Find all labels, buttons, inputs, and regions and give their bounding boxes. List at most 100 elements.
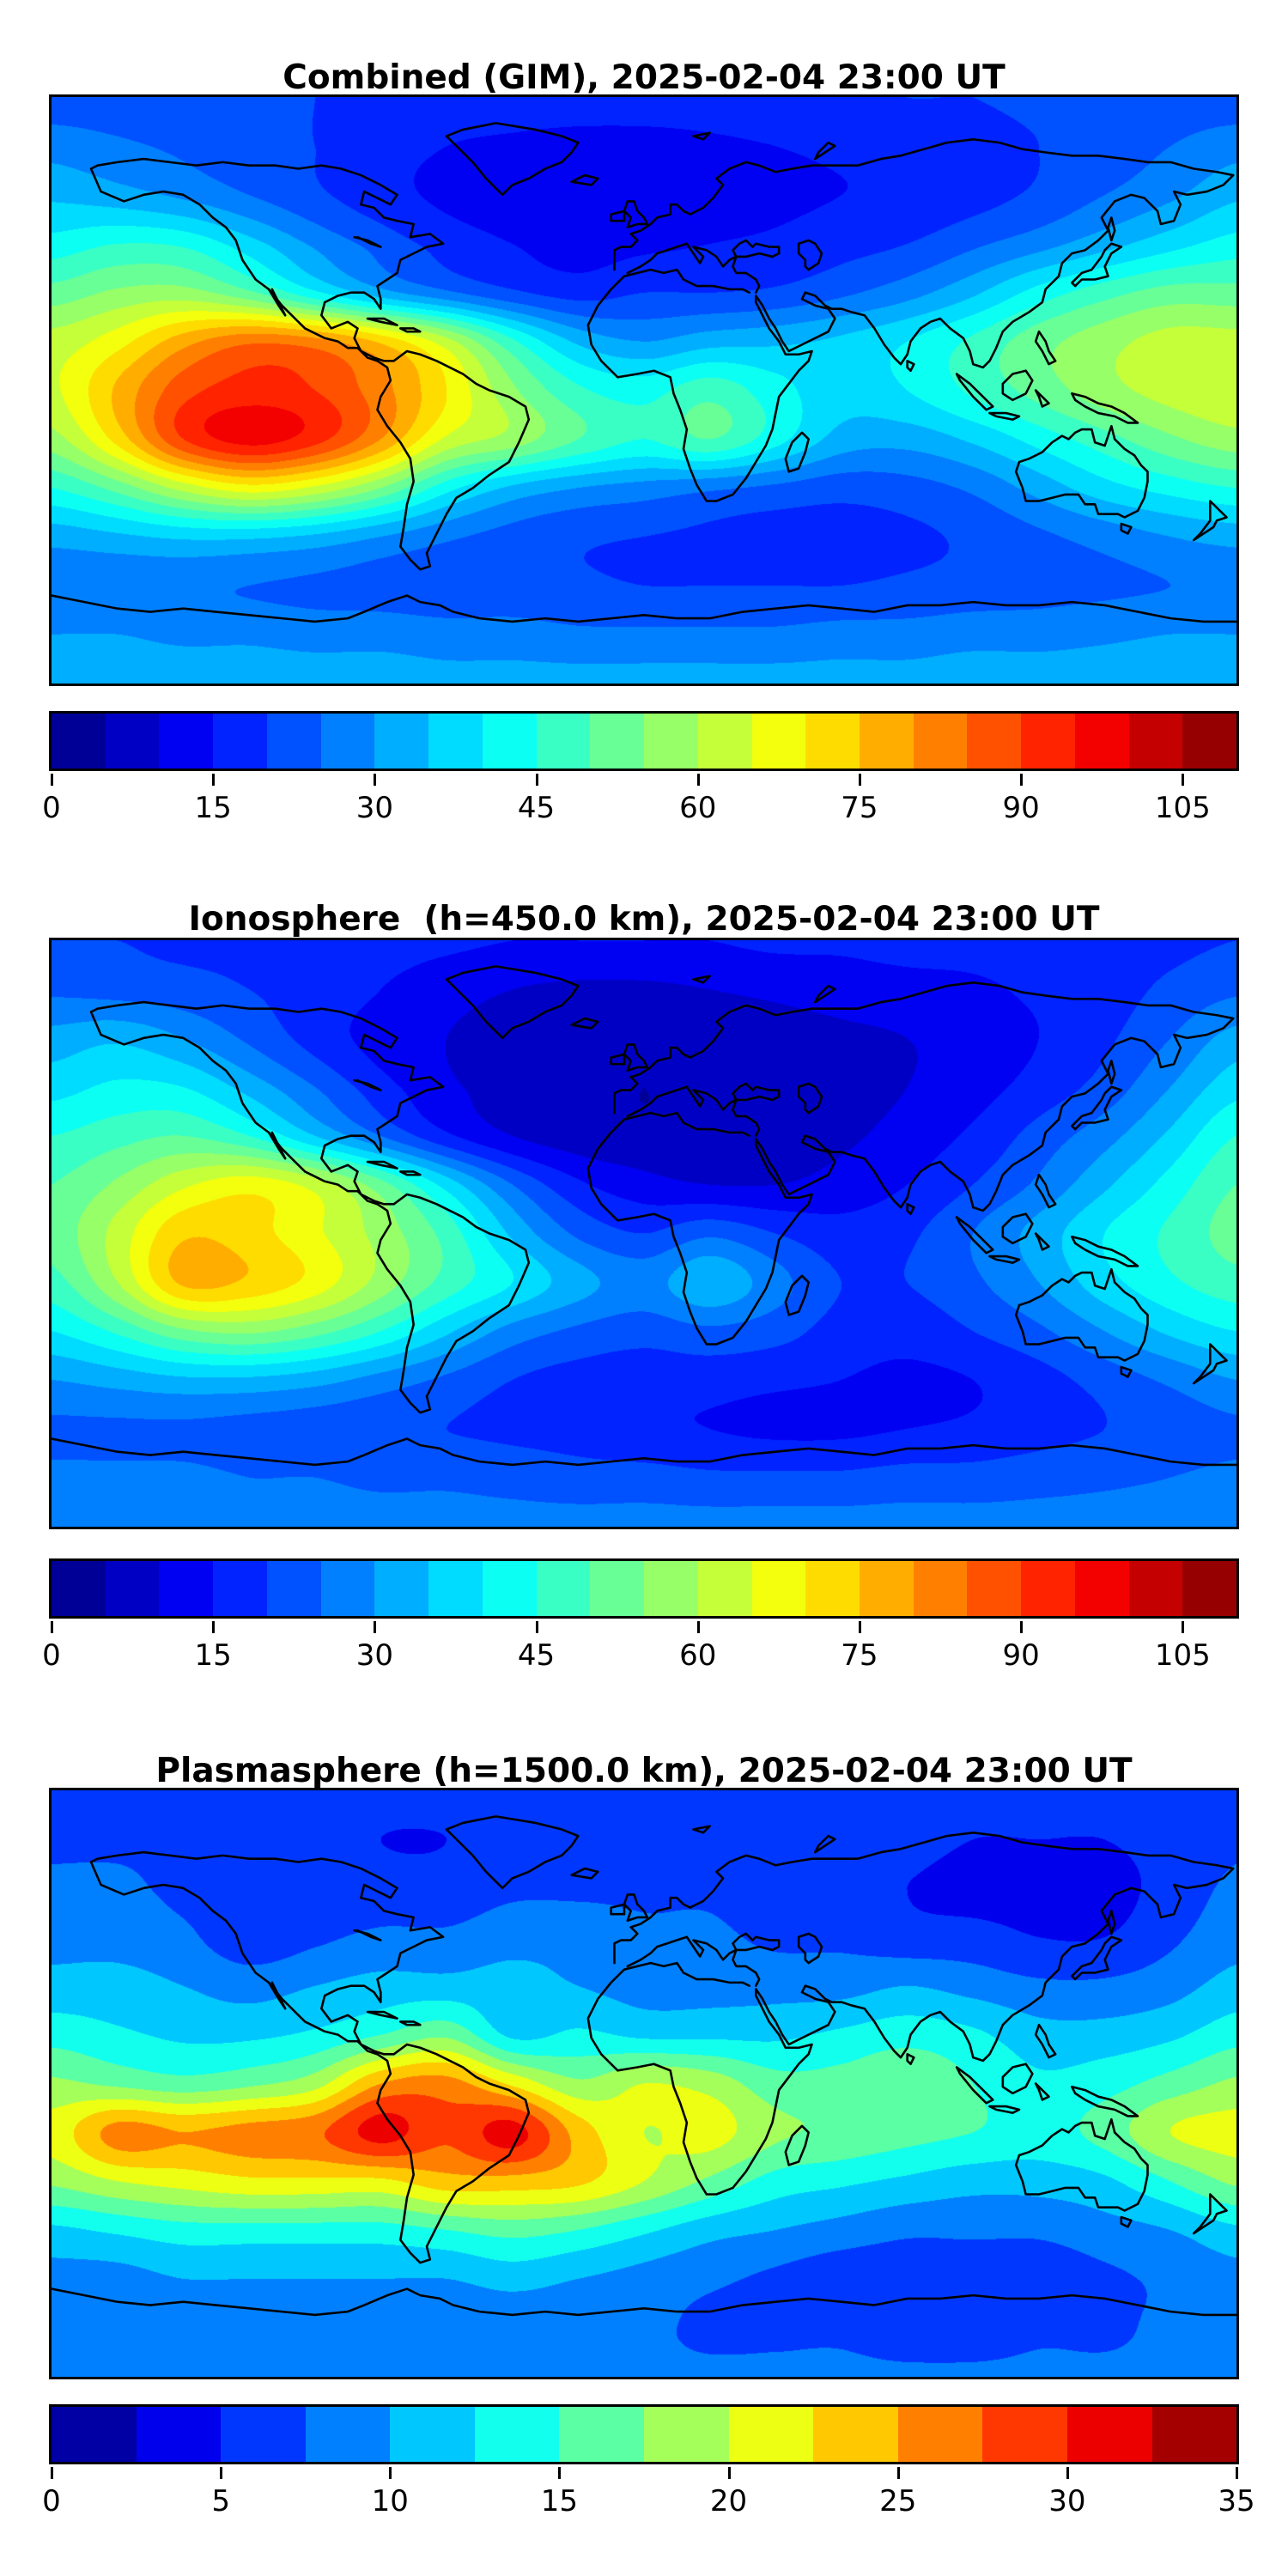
colorbar-tick-mark <box>1236 2467 1238 2479</box>
colorbar-segment <box>805 714 860 769</box>
panel2-map <box>49 938 1239 1529</box>
colorbar-tick-label: 30 <box>355 1638 393 1673</box>
colorbar-segment <box>1128 714 1183 769</box>
colorbar-segment <box>428 714 483 769</box>
colorbar-tick-mark <box>1066 2467 1069 2479</box>
colorbar-segment <box>751 1561 806 1616</box>
colorbar-segment <box>536 714 591 769</box>
colorbar-segment <box>482 1561 537 1616</box>
colorbar-tick-label: 75 <box>841 1638 878 1673</box>
colorbar-tick-label: 60 <box>679 791 717 825</box>
colorbar-segment <box>644 1561 698 1616</box>
colorbar-tick-label: 75 <box>841 791 878 825</box>
panel3-title: Plasmasphere (h=1500.0 km), 2025-02-04 2… <box>155 1752 1133 1791</box>
colorbar-segment <box>860 1561 914 1616</box>
colorbar-segment <box>1021 714 1075 769</box>
panel1-colorbar-ticks: 0 15 30 45 60 75 90 105 <box>42 774 1236 834</box>
colorbar-segment <box>1151 2407 1237 2462</box>
colorbar-segment <box>860 714 914 769</box>
colorbar-segment <box>105 714 160 769</box>
colorbar-tick-mark <box>558 2467 562 2479</box>
colorbar-segment <box>52 1561 106 1616</box>
colorbar-segment <box>728 2407 814 2462</box>
colorbar-tick-mark <box>896 2467 900 2479</box>
panel2-heatmap-canvas <box>52 940 1236 1527</box>
colorbar-tick-mark <box>1020 1621 1024 1633</box>
colorbar-segment <box>590 714 645 769</box>
colorbar-segment <box>813 2407 898 2462</box>
colorbar-segment <box>266 714 321 769</box>
colorbar-tick-mark <box>535 774 538 786</box>
colorbar-segment <box>1021 1561 1075 1616</box>
panel1-map <box>49 94 1239 686</box>
colorbar-tick-label: 0 <box>42 791 61 825</box>
colorbar-tick-mark <box>220 2467 223 2479</box>
panel2-coastlines <box>52 940 1236 1527</box>
colorbar-segment <box>428 1561 483 1616</box>
colorbar-segment <box>374 1561 429 1616</box>
colorbar-segment <box>697 714 752 769</box>
colorbar-tick-mark <box>696 1621 700 1633</box>
colorbar-tick-label: 30 <box>355 791 393 825</box>
colorbar-tick-label: 45 <box>517 791 556 825</box>
colorbar-tick-mark <box>389 2467 392 2479</box>
colorbar-segment <box>559 2407 645 2462</box>
colorbar-tick-label: 45 <box>517 1638 556 1673</box>
panel2-colorbar-ticks: 0 15 30 45 60 75 90 105 <box>42 1621 1236 1681</box>
colorbar-segment <box>536 1561 591 1616</box>
colorbar-tick-label: 5 <box>211 2484 230 2518</box>
colorbar-segment <box>1074 1561 1129 1616</box>
colorbar-tick-label: 0 <box>42 1638 61 1673</box>
colorbar-tick-label: 105 <box>1154 791 1211 825</box>
colorbar-tick-label: 105 <box>1154 1638 1211 1673</box>
colorbar-tick-mark <box>858 774 861 786</box>
panel2-title: Ionosphere (h=450.0 km), 2025-02-04 23:0… <box>188 900 1100 939</box>
colorbar-segment <box>913 1561 968 1616</box>
colorbar-segment <box>213 714 267 769</box>
colorbar-segment <box>751 714 806 769</box>
colorbar-segment <box>805 1561 860 1616</box>
panel1-coastlines <box>52 97 1236 683</box>
colorbar-segment <box>913 714 968 769</box>
panel1-title: Combined (GIM), 2025-02-04 23:00 UT <box>283 58 1005 98</box>
colorbar-segment <box>320 714 375 769</box>
colorbar-segment <box>697 1561 752 1616</box>
colorbar-tick-label: 20 <box>709 2484 748 2518</box>
colorbar-segment <box>266 1561 321 1616</box>
colorbar-tick-mark <box>1182 774 1185 786</box>
colorbar-tick-mark <box>727 2467 731 2479</box>
colorbar-tick-mark <box>51 1621 53 1633</box>
colorbar-tick-mark <box>1182 1621 1185 1633</box>
colorbar-segment <box>159 714 214 769</box>
colorbar-segment <box>897 2407 983 2462</box>
colorbar-segment <box>644 2407 729 2462</box>
colorbar-segment <box>474 2407 560 2462</box>
colorbar-segment <box>136 2407 222 2462</box>
colorbar-tick-mark <box>212 774 216 786</box>
colorbar-segment <box>1182 1561 1237 1616</box>
colorbar-tick-label: 60 <box>679 1638 717 1673</box>
colorbar-segment <box>967 714 1022 769</box>
colorbar-segment <box>390 2407 475 2462</box>
colorbar-tick-mark <box>858 1621 861 1633</box>
colorbar-tick-label: 15 <box>540 2484 579 2518</box>
colorbar-segment <box>1066 2407 1152 2462</box>
colorbar-segment <box>982 2407 1067 2462</box>
colorbar-tick-mark <box>51 2467 53 2479</box>
colorbar-segment <box>967 1561 1022 1616</box>
colorbar-tick-mark <box>1020 774 1024 786</box>
panel3-coastlines <box>52 1790 1236 2377</box>
panel1-heatmap-canvas <box>52 97 1236 683</box>
colorbar-tick-mark <box>535 1621 538 1633</box>
colorbar-segment <box>213 1561 267 1616</box>
colorbar-segment <box>52 2407 137 2462</box>
colorbar-segment <box>590 1561 645 1616</box>
colorbar-tick-label: 15 <box>194 791 232 825</box>
panel2-colorbar <box>49 1558 1239 1619</box>
colorbar-segment <box>644 714 698 769</box>
colorbar-tick-label: 90 <box>1002 791 1040 825</box>
colorbar-segment <box>482 714 537 769</box>
colorbar-tick-label: 15 <box>194 1638 232 1673</box>
colorbar-tick-label: 30 <box>1048 2484 1086 2518</box>
panel1-colorbar <box>49 711 1239 771</box>
